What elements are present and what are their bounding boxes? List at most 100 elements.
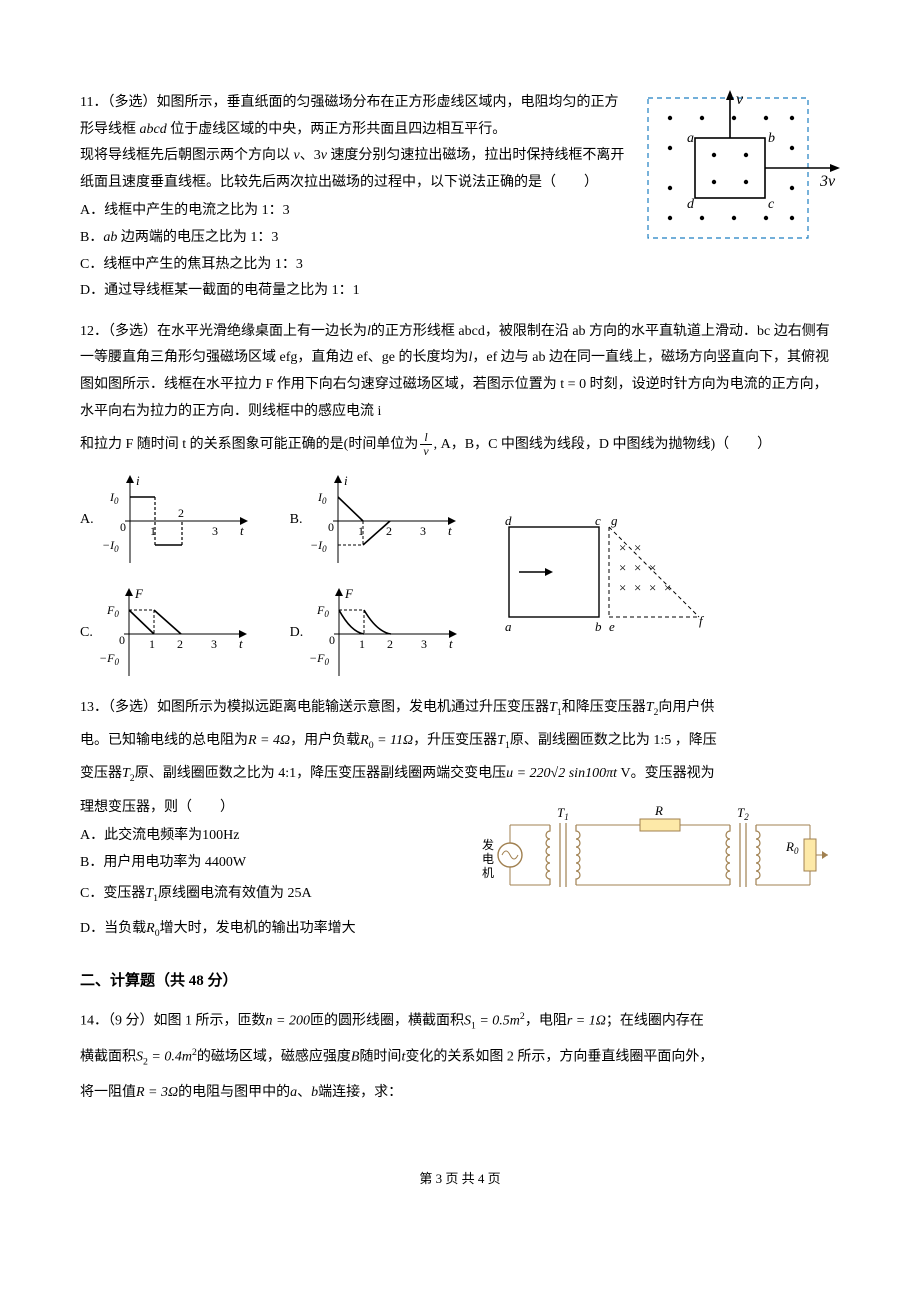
- q14-line2: 横截面积S2 = 0.4m2的磁场区域，磁感应强度B随时间t变化的关系如图 2 …: [80, 1044, 840, 1072]
- q11-options: A．线框中产生的电流之比为 1：3 B．ab 边两端的电压之比为 1：3 C．线…: [80, 198, 630, 304]
- svg-text:×: ×: [634, 540, 641, 555]
- q13-optC: C．变压器T1原线圈电流有效值为 25A: [80, 881, 470, 908]
- svg-text:b: b: [595, 619, 602, 634]
- svg-text:i: i: [136, 473, 140, 488]
- svg-text:−F0: −F0: [99, 651, 119, 667]
- svg-text:3: 3: [211, 637, 217, 651]
- svg-text:×: ×: [649, 560, 656, 575]
- svg-text:F: F: [344, 586, 354, 601]
- q13-row: 理想变压器，则（ ） A．此交流电频率为100Hz B．用户用电功率为 4400…: [80, 795, 840, 944]
- q12-choices: A. i t 0 I0 −I0 1 2 3: [80, 473, 840, 681]
- q12-graphC: F t 0 F0 −F0 1 2 3: [99, 586, 249, 681]
- svg-text:t: t: [239, 636, 243, 651]
- svg-text:T1: T1: [557, 805, 569, 822]
- q11-row: 11．（多选）如图所示，垂直纸面的匀强磁场分布在正方形虚线区域内，电阻均匀的正方…: [80, 90, 840, 305]
- q13-optA: A．此交流电频率为100Hz: [80, 823, 470, 850]
- svg-text:×: ×: [619, 560, 626, 575]
- svg-text:×: ×: [664, 580, 671, 595]
- q12-text: 12．（多选）在水平光滑绝缘桌面上有一边长为l的正方形线框 abcd，被限制在沿…: [80, 319, 840, 425]
- q12-graphB: i t 0 I0 −I0 1 2 3: [308, 473, 458, 568]
- q11-abcd: abcd: [140, 122, 167, 137]
- svg-text:F0: F0: [316, 603, 329, 619]
- svg-text:−F0: −F0: [309, 651, 329, 667]
- q11-stem2b: 、3: [300, 148, 321, 163]
- svg-text:R: R: [654, 803, 663, 818]
- q13-left: 理想变压器，则（ ） A．此交流电频率为100Hz B．用户用电功率为 4400…: [80, 795, 470, 944]
- svg-text:0: 0: [119, 633, 125, 647]
- svg-text:1: 1: [149, 637, 155, 651]
- q11-figure: a b c d v 3v: [640, 90, 840, 245]
- svg-text:−I0: −I0: [310, 538, 327, 554]
- q13-text: 13．（多选）如图所示为模拟远距离电能输送示意图，发电机通过升压变压器T1和降压…: [80, 695, 840, 722]
- svg-text:i: i: [344, 473, 348, 488]
- q11-svg: a b c d v 3v: [640, 90, 840, 245]
- question-12: 12．（多选）在水平光滑绝缘桌面上有一边长为l的正方形线框 abcd，被限制在沿…: [80, 319, 840, 681]
- q13-text2: 电。已知输电线的总电阻为R = 4Ω，用户负载R0 = 11Ω，升压变压器T1原…: [80, 728, 840, 755]
- q13-options: A．此交流电频率为100Hz B．用户用电功率为 4400W C．变压器T1原线…: [80, 823, 470, 943]
- q12-graphA: i t 0 I0 −I0 1 2 3: [100, 473, 250, 568]
- q12-choice-C: C. F t 0 F0 −F0 1 2 3: [80, 586, 250, 681]
- svg-text:a: a: [505, 619, 512, 634]
- q14-line1: 14．（9 分）如图 1 所示，匝数n = 200匝的圆形线圈，横截面积S1 =…: [80, 1008, 840, 1036]
- question-14: 14．（9 分）如图 1 所示，匝数n = 200匝的圆形线圈，横截面积S1 =…: [80, 1008, 840, 1107]
- q13-figure: 发 电 机 T1 R: [480, 795, 840, 915]
- svg-text:3: 3: [421, 637, 427, 651]
- q12-choice-A: A. i t 0 I0 −I0 1 2 3: [80, 473, 250, 568]
- frac-lv: lv: [420, 431, 431, 458]
- q11-text: 11．（多选）如图所示，垂直纸面的匀强磁场分布在正方形虚线区域内，电阻均匀的正方…: [80, 90, 630, 305]
- q13-svg: 发 电 机 T1 R: [480, 795, 840, 915]
- svg-text:a: a: [687, 131, 694, 146]
- gen-label3: 机: [482, 866, 494, 880]
- q11-stem1b: 位于虚线区域的中央，两正方形共面且四边相互平行。: [167, 122, 507, 137]
- svg-text:I0: I0: [317, 490, 327, 506]
- q11-stem2a: 现将导线框先后朝图示两个方向以: [80, 148, 294, 163]
- svg-text:R0: R0: [785, 839, 799, 856]
- q13-optB: B．用户用电功率为 4400W: [80, 850, 470, 877]
- svg-text:v: v: [736, 91, 744, 108]
- q12-figure: d c a b g e f ×× ××× ××××: [499, 507, 709, 647]
- svg-text:×: ×: [619, 580, 626, 595]
- svg-text:3: 3: [212, 524, 218, 538]
- svg-text:e: e: [609, 619, 615, 634]
- q13-optD: D．当负载R0增大时，发电机的输出功率增大: [80, 916, 470, 943]
- svg-text:t: t: [240, 523, 244, 538]
- svg-text:t: t: [449, 636, 453, 651]
- svg-text:3v: 3v: [819, 173, 836, 190]
- svg-text:0: 0: [120, 520, 126, 534]
- svg-text:g: g: [611, 513, 618, 528]
- svg-text:F0: F0: [106, 603, 119, 619]
- svg-text:0: 0: [328, 520, 334, 534]
- q11-optD: D．通过导线框某一截面的电荷量之比为 1：1: [80, 278, 630, 305]
- svg-text:×: ×: [619, 540, 626, 555]
- page-footer: 第 3 页 共 4 页: [80, 1167, 840, 1192]
- q13-text3: 变压器T2原、副线圈匝数之比为 4:1，降压变压器副线圈两端交变电压u = 22…: [80, 761, 840, 788]
- svg-text:t: t: [448, 523, 452, 538]
- svg-text:2: 2: [386, 524, 392, 538]
- question-11: 11．（多选）如图所示，垂直纸面的匀强磁场分布在正方形虚线区域内，电阻均匀的正方…: [80, 90, 840, 305]
- q12-text2: 和拉力 F 随时间 t 的关系图象可能正确的是(时间单位为lv, A，B，C 中…: [80, 431, 840, 458]
- q12-choice-B: B. i t 0 I0 −I0 1 2 3: [290, 473, 460, 568]
- svg-text:0: 0: [329, 633, 335, 647]
- svg-text:3: 3: [420, 524, 426, 538]
- section-title: 二、计算题（共 48 分）: [80, 967, 840, 996]
- question-13: 13．（多选）如图所示为模拟远距离电能输送示意图，发电机通过升压变压器T1和降压…: [80, 695, 840, 944]
- svg-text:2: 2: [177, 637, 183, 651]
- q11-optA: A．线框中产生的电流之比为 1：3: [80, 198, 630, 225]
- svg-text:×: ×: [634, 560, 641, 575]
- svg-text:1: 1: [359, 637, 365, 651]
- svg-text:I0: I0: [109, 490, 119, 506]
- q14-line3: 将一阻值R = 3Ω的电阻与图甲中的a、b端连接，求：: [80, 1080, 840, 1107]
- svg-text:F: F: [134, 586, 144, 601]
- q12-choice-D: D. F t 0 F0 −F0 1 2 3: [290, 586, 460, 681]
- q12-graphD: F t 0 F0 −F0 1 2 3: [309, 586, 459, 681]
- svg-text:−I0: −I0: [102, 538, 119, 554]
- svg-text:c: c: [595, 513, 601, 528]
- gen-label1: 发: [482, 837, 494, 852]
- svg-text:2: 2: [178, 506, 184, 520]
- svg-text:×: ×: [634, 580, 641, 595]
- svg-text:b: b: [768, 131, 775, 146]
- svg-text:T2: T2: [737, 805, 749, 822]
- svg-text:×: ×: [649, 580, 656, 595]
- q11-optC: C．线框中产生的焦耳热之比为 1：3: [80, 252, 630, 279]
- svg-text:d: d: [687, 197, 695, 212]
